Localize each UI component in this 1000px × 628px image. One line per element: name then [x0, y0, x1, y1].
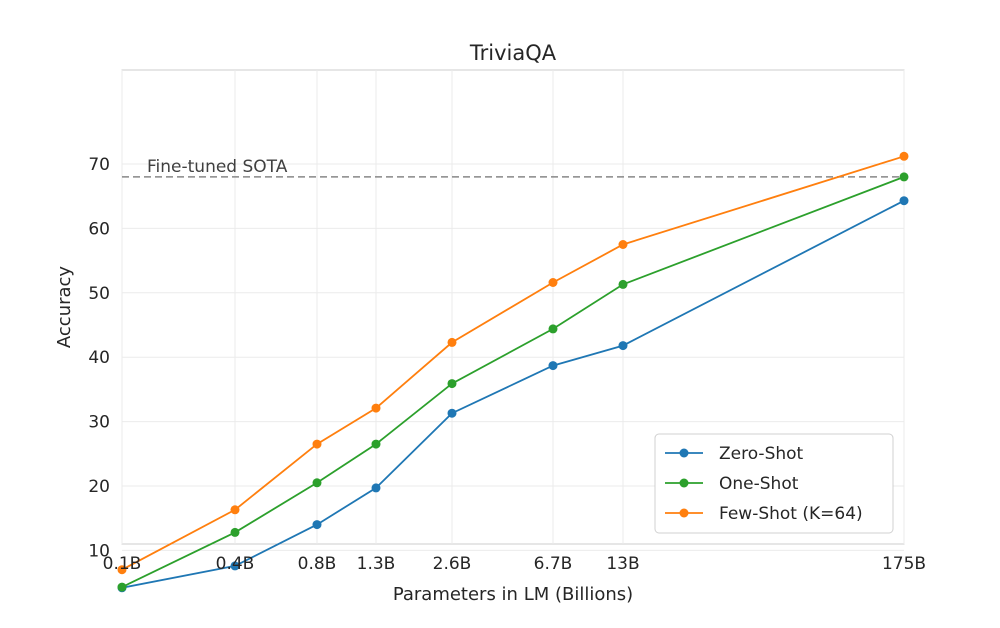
data-point — [618, 240, 628, 249]
series-few-shot-k-64 — [117, 151, 909, 575]
data-point — [312, 520, 322, 530]
data-point — [618, 341, 628, 351]
grid — [121, 70, 905, 551]
chart-title: TriviaQA — [469, 41, 557, 65]
data-point — [548, 324, 558, 334]
data-point — [618, 279, 628, 289]
data-point — [230, 527, 240, 537]
y-tick-label: 10 — [88, 541, 110, 561]
x-tick-label: 13B — [606, 554, 639, 574]
data-point — [899, 172, 909, 182]
legend-item: One-Shot — [665, 474, 799, 494]
data-point — [548, 278, 558, 287]
x-tick-label: 6.7B — [534, 554, 573, 574]
series-line — [121, 199, 905, 589]
data-point — [117, 582, 127, 592]
series-one-shot — [117, 172, 909, 592]
legend-label: Few-Shot (K=64) — [719, 504, 863, 524]
legend-marker — [679, 478, 689, 488]
data-point — [447, 408, 457, 418]
data-point — [447, 337, 457, 347]
x-tick-label: 0.8B — [298, 554, 337, 574]
y-axis-label: Accuracy — [54, 266, 75, 349]
legend-box — [654, 433, 894, 534]
legend-label: One-Shot — [719, 474, 799, 494]
data-point — [548, 361, 558, 371]
legend: Zero-Shot One-Shot Few-Shot (K=64) — [654, 433, 894, 534]
y-tick-label: 70 — [88, 155, 110, 175]
x-tick-label: 0.1B — [103, 554, 142, 574]
legend-label: Zero-Shot — [719, 444, 804, 464]
y-tick-label: 50 — [88, 284, 110, 304]
series-group — [117, 151, 909, 593]
data-point — [447, 379, 457, 389]
data-point — [371, 439, 381, 449]
series-line — [121, 176, 905, 588]
data-point — [899, 196, 909, 206]
data-point — [312, 439, 322, 449]
x-tick-label: 0.4B — [216, 554, 255, 574]
reference-line-group: Fine-tuned SOTA — [122, 157, 904, 178]
data-point — [371, 483, 381, 493]
data-point — [230, 505, 240, 515]
data-point — [899, 151, 909, 161]
data-point — [312, 478, 322, 488]
tick-labels: 0.1B 0.4B 0.8B 1.3B 2.6B 6.7B 13B 175B 10 20 30 40 5… — [88, 155, 926, 574]
y-tick-label: 20 — [88, 477, 110, 497]
legend-marker — [679, 508, 689, 518]
data-point — [117, 565, 127, 575]
x-tick-label: 175B — [882, 554, 926, 574]
legend-marker — [679, 448, 689, 458]
sota-reference-label: Fine-tuned SOTA — [147, 157, 288, 177]
data-point — [371, 403, 381, 413]
y-tick-label: 40 — [88, 348, 110, 368]
x-tick-label: 1.3B — [357, 554, 396, 574]
legend-item: Zero-Shot — [665, 444, 804, 464]
data-point — [230, 561, 240, 571]
legend-item: Few-Shot (K=64) — [665, 504, 863, 524]
y-tick-label: 60 — [88, 219, 110, 239]
x-tick-label: 2.6B — [433, 554, 472, 574]
x-axis-label: Parameters in LM (Billions) — [393, 584, 633, 605]
y-tick-label: 30 — [88, 413, 110, 433]
series-line — [121, 155, 905, 571]
